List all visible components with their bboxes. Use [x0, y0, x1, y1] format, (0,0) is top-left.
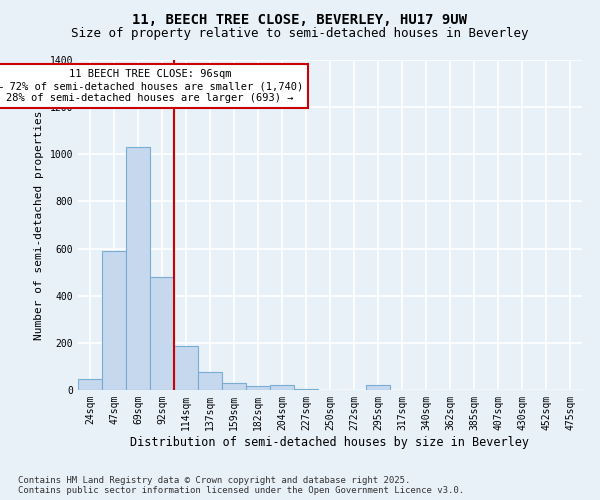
X-axis label: Distribution of semi-detached houses by size in Beverley: Distribution of semi-detached houses by … — [131, 436, 530, 448]
Bar — [270, 385, 294, 390]
Text: Size of property relative to semi-detached houses in Beverley: Size of property relative to semi-detach… — [71, 28, 529, 40]
Text: 11, BEECH TREE CLOSE, BEVERLEY, HU17 9UW: 11, BEECH TREE CLOSE, BEVERLEY, HU17 9UW — [133, 12, 467, 26]
Bar — [150, 277, 174, 390]
Bar — [102, 251, 126, 390]
Y-axis label: Number of semi-detached properties: Number of semi-detached properties — [34, 110, 44, 340]
Bar — [294, 389, 318, 390]
Bar — [174, 346, 198, 390]
Bar — [246, 386, 270, 390]
Text: Contains HM Land Registry data © Crown copyright and database right 2025.
Contai: Contains HM Land Registry data © Crown c… — [18, 476, 464, 495]
Text: 11 BEECH TREE CLOSE: 96sqm
← 72% of semi-detached houses are smaller (1,740)
28%: 11 BEECH TREE CLOSE: 96sqm ← 72% of semi… — [0, 70, 303, 102]
Bar — [198, 372, 222, 390]
Bar — [126, 147, 150, 390]
Bar — [366, 386, 390, 390]
Bar — [78, 380, 102, 390]
Bar — [222, 384, 246, 390]
